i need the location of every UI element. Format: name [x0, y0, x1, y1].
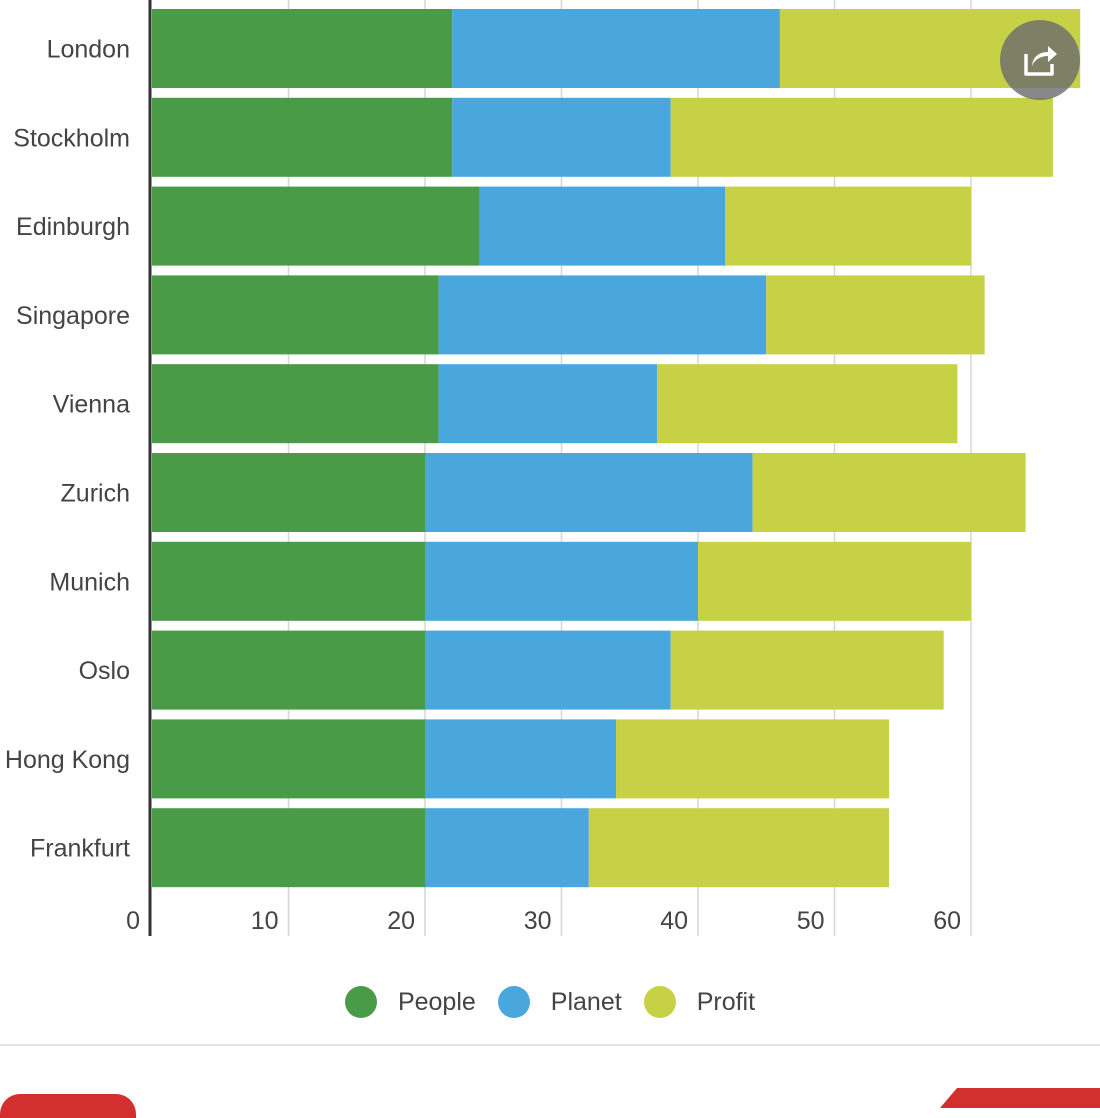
- bar-profit-oslo[interactable]: [670, 630, 944, 710]
- bar-people-frankfurt[interactable]: [152, 808, 425, 888]
- bar-profit-singapore[interactable]: [766, 275, 985, 355]
- bar-profit-frankfurt[interactable]: [588, 808, 890, 888]
- category-label: Zurich: [61, 480, 130, 508]
- share-button[interactable]: [1000, 20, 1080, 100]
- bar-people-london[interactable]: [152, 9, 453, 88]
- legend-label: Profit: [696, 987, 756, 1016]
- legend-label: Planet: [550, 987, 622, 1016]
- bar-people-singapore[interactable]: [152, 275, 439, 355]
- bar-planet-edinburgh[interactable]: [479, 186, 726, 266]
- category-label: Munich: [49, 568, 130, 596]
- x-tick-label: 30: [524, 907, 552, 935]
- chart-area: London Stockholm Edinburgh Singapore Vienna Z…: [5, 0, 1081, 936]
- legend-item-planet[interactable]: Planet: [497, 986, 622, 1018]
- bar-planet-vienna[interactable]: [438, 364, 658, 444]
- category-label: Stockholm: [13, 124, 130, 152]
- footer-divider: [0, 1044, 1100, 1046]
- legend-label: People: [397, 987, 476, 1016]
- footer-red-tab-right[interactable]: [940, 1088, 1100, 1108]
- bar-people-oslo[interactable]: [152, 630, 425, 710]
- x-tick-label: 10: [251, 907, 279, 935]
- bar-planet-hong-kong[interactable]: [425, 719, 617, 799]
- bar-planet-zurich[interactable]: [425, 453, 753, 532]
- category-label: Oslo: [79, 657, 130, 685]
- x-tick-label: 50: [797, 907, 825, 935]
- category-label: Hong Kong: [5, 746, 130, 774]
- bar-people-hong-kong[interactable]: [152, 719, 425, 799]
- bar-profit-stockholm[interactable]: [670, 97, 1053, 177]
- bar-people-zurich[interactable]: [152, 453, 425, 532]
- category-label: Singapore: [16, 302, 130, 330]
- bar-planet-london[interactable]: [452, 9, 780, 88]
- chart-legend: People Planet Profit: [0, 982, 1100, 1022]
- legend-dot-people: [344, 986, 377, 1018]
- bar-planet-singapore[interactable]: [438, 275, 767, 355]
- bar-people-munich[interactable]: [152, 541, 425, 621]
- bar-people-stockholm[interactable]: [152, 97, 453, 177]
- x-tick-label: 20: [387, 907, 415, 935]
- bar-profit-hong-kong[interactable]: [616, 719, 890, 799]
- category-label: Vienna: [53, 391, 130, 419]
- share-icon: [1024, 46, 1057, 76]
- bar-profit-munich[interactable]: [698, 541, 971, 621]
- category-label: Frankfurt: [30, 835, 130, 863]
- x-tick-label: 60: [933, 907, 961, 935]
- x-tick-label: 40: [660, 907, 688, 935]
- footer-red-tab-left[interactable]: [0, 1094, 136, 1118]
- category-label: Edinburgh: [16, 213, 130, 241]
- category-label: London: [47, 36, 130, 64]
- x-tick-label: 0: [126, 907, 140, 935]
- legend-dot-profit: [643, 986, 676, 1018]
- legend-item-profit[interactable]: Profit: [643, 986, 756, 1018]
- bar-planet-stockholm[interactable]: [452, 97, 671, 177]
- bar-profit-vienna[interactable]: [657, 364, 958, 444]
- bar-people-vienna[interactable]: [152, 364, 439, 444]
- legend-dot-planet: [497, 986, 530, 1018]
- legend-item-people[interactable]: People: [344, 986, 476, 1018]
- bar-planet-oslo[interactable]: [425, 630, 671, 710]
- bar-profit-zurich[interactable]: [752, 453, 1026, 532]
- bar-planet-munich[interactable]: [425, 541, 698, 621]
- bar-planet-frankfurt[interactable]: [425, 808, 589, 888]
- stacked-bar-chart: London Stockholm Edinburgh Singapore Vienna Z…: [5, 0, 1081, 936]
- bar-people-edinburgh[interactable]: [152, 186, 480, 266]
- bar-profit-edinburgh[interactable]: [725, 186, 971, 266]
